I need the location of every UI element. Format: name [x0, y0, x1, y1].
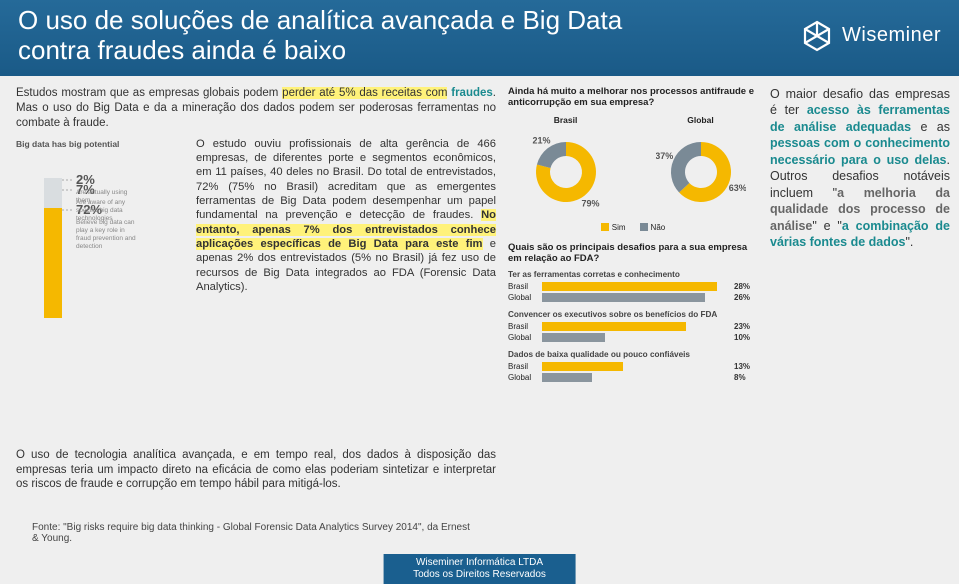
hbar-fill [542, 293, 705, 302]
title-line-1: O uso de soluções de analítica avançada … [18, 5, 622, 35]
footer-line-1: Wiseminer Informática LTDA [416, 557, 543, 568]
svg-text:Are actually using: Are actually using [76, 189, 128, 196]
hbar-row: Global 8% [508, 373, 758, 382]
hbar-track [542, 293, 730, 302]
hbar-row: Brasil 13% [508, 362, 758, 371]
c3-g: " e " [812, 219, 841, 233]
hbar-value: 8% [734, 373, 758, 382]
source-citation: Fonte: "Big risks require big data think… [32, 522, 472, 544]
bar-chart: 72%Believe big data canplay a key role i… [16, 153, 186, 323]
svg-text:specific big data: specific big data [76, 207, 123, 214]
legend-sim: Sim [601, 223, 626, 232]
svg-text:21%: 21% [532, 135, 550, 145]
study-text-1: O estudo ouviu profissionais de alta ger… [196, 138, 496, 222]
hbar-fill [542, 362, 623, 371]
donut-chart: 79% 21% [521, 127, 611, 217]
c3-d: pessoas com o conhecimento necessário pa… [770, 136, 950, 167]
donut-chart: 63% 37% [656, 127, 746, 217]
hbar-track [542, 282, 730, 291]
hbar-track [542, 322, 730, 331]
donut-global: Global 63% 37% [656, 115, 746, 219]
column-middle: Ainda há muito a melhorar nos processos … [508, 86, 758, 391]
svg-text:detection: detection [76, 243, 103, 250]
hbar-group: Dados de baixa qualidade ou pouco confiá… [508, 350, 758, 382]
hbar-label: Global [508, 333, 538, 342]
bar-chart-block: Big data has big potential 72%Believe bi… [16, 137, 186, 323]
donut-label: Global [656, 115, 746, 125]
footer-line-2: Todos os Direitos Reservados [413, 569, 546, 580]
page-title: O uso de soluções de analítica avançada … [18, 6, 622, 66]
column-left: Estudos mostram que as empresas globais … [16, 86, 496, 391]
hbar-subtitle: Dados de baixa qualidade ou pouco confiá… [508, 350, 758, 359]
logo-text: Wiseminer [842, 24, 941, 47]
hbar-fill [542, 373, 592, 382]
title-line-2: contra fraudes ainda é baixo [18, 35, 346, 65]
hbar-subtitle: Ter as ferramentas corretas e conhecimen… [508, 270, 758, 279]
hbar-track [542, 373, 730, 382]
bottom-paragraph: O uso de tecnologia analítica avançada, … [16, 448, 496, 492]
hbar-row: Global 26% [508, 293, 758, 302]
intro-text-a: Estudos mostram que as empresas globais … [16, 87, 282, 99]
c3-c: e as [911, 120, 950, 134]
hbar-group: Ter as ferramentas corretas e conhecimen… [508, 270, 758, 302]
svg-text:technologies: technologies [76, 215, 113, 222]
donut-legend: Sim Não [508, 223, 758, 232]
hbar-subtitle: Convencer os executivos sobre os benefíc… [508, 310, 758, 319]
hbar-value: 23% [734, 322, 758, 331]
bar-chart-title: Big data has big potential [16, 139, 186, 149]
hbar-label: Global [508, 293, 538, 302]
hbar-group: Convencer os executivos sobre os benefíc… [508, 310, 758, 342]
svg-text:37%: 37% [656, 151, 673, 161]
svg-text:fraud prevention and: fraud prevention and [76, 235, 136, 242]
hbar-row: Brasil 28% [508, 282, 758, 291]
c3-i: ". [905, 235, 913, 249]
svg-text:them: them [76, 197, 90, 204]
hbar-fill [542, 282, 717, 291]
logo-icon [800, 19, 834, 53]
hbar-fill [542, 322, 686, 331]
hbar-label: Global [508, 373, 538, 382]
hbar-fill [542, 333, 605, 342]
hbar-label: Brasil [508, 282, 538, 291]
hbar-value: 13% [734, 362, 758, 371]
question-2-title: Quais são os principais desafios para a … [508, 242, 758, 265]
hbar-row: Global 10% [508, 333, 758, 342]
svg-text:79%: 79% [581, 198, 599, 208]
svg-text:2%: 2% [76, 172, 95, 187]
column-right: O maior desafio das empresas é ter acess… [770, 86, 950, 391]
footer: Wiseminer Informática LTDA Todos os Dire… [383, 554, 576, 584]
hbar-track [542, 362, 730, 371]
legend-nao: Não [640, 223, 666, 232]
svg-text:63%: 63% [728, 182, 745, 192]
donut-label: Brasil [521, 115, 611, 125]
hbar-groups: Ter as ferramentas corretas e conhecimen… [508, 270, 758, 382]
logo: Wiseminer [800, 19, 941, 53]
hbar-value: 28% [734, 282, 758, 291]
question-1-title: Ainda há muito a melhorar nos processos … [508, 86, 758, 109]
hbar-row: Brasil 23% [508, 322, 758, 331]
intro-highlight-fraudes: fraudes [451, 87, 493, 99]
study-paragraph: O estudo ouviu profissionais de alta ger… [196, 137, 496, 323]
donut-row: Brasil 79% 21% Global 63% 37% [508, 115, 758, 219]
intro-paragraph: Estudos mostram que as empresas globais … [16, 86, 496, 131]
header: O uso de soluções de analítica avançada … [0, 0, 959, 76]
hbar-value: 26% [734, 293, 758, 302]
donut-brasil: Brasil 79% 21% [521, 115, 611, 219]
hbar-label: Brasil [508, 362, 538, 371]
hbar-label: Brasil [508, 322, 538, 331]
hbar-track [542, 333, 730, 342]
svg-text:play a key role in: play a key role in [76, 227, 125, 234]
intro-highlight-1: perder até 5% das receitas com [282, 87, 447, 99]
hbar-value: 10% [734, 333, 758, 342]
